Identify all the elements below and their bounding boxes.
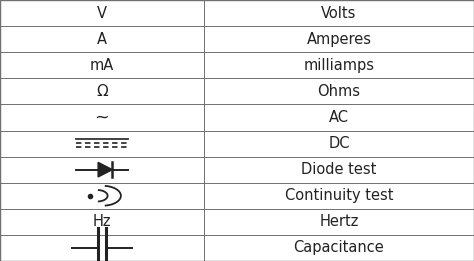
Text: V: V bbox=[97, 5, 107, 21]
Text: Ohms: Ohms bbox=[318, 84, 360, 99]
Text: AC: AC bbox=[329, 110, 349, 125]
Text: ~: ~ bbox=[95, 109, 109, 126]
Text: Amperes: Amperes bbox=[306, 32, 372, 47]
Text: A: A bbox=[97, 32, 107, 47]
Text: Hz: Hz bbox=[92, 214, 111, 229]
Text: Volts: Volts bbox=[321, 5, 356, 21]
Text: Ω: Ω bbox=[96, 84, 108, 99]
Text: Continuity test: Continuity test bbox=[285, 188, 393, 203]
Polygon shape bbox=[98, 162, 112, 177]
Text: mA: mA bbox=[90, 58, 114, 73]
Text: Diode test: Diode test bbox=[301, 162, 377, 177]
Text: Hertz: Hertz bbox=[319, 214, 359, 229]
Text: milliamps: milliamps bbox=[303, 58, 374, 73]
Text: Capacitance: Capacitance bbox=[293, 240, 384, 256]
Text: DC: DC bbox=[328, 136, 350, 151]
